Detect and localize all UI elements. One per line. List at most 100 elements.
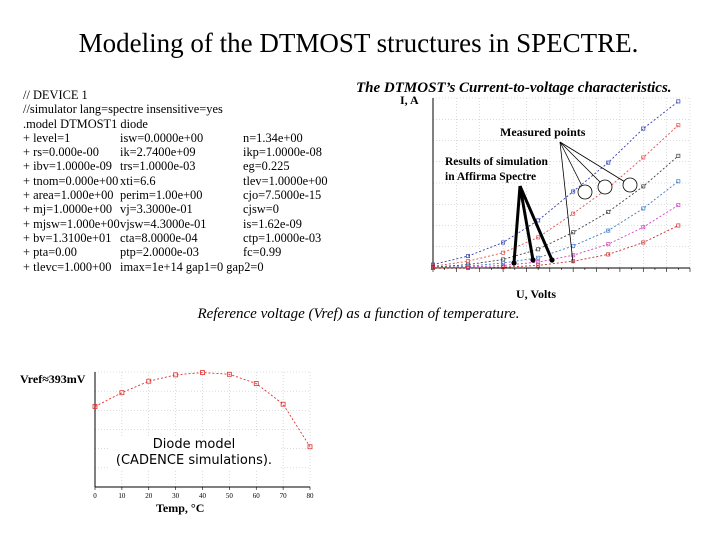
measured-pointer: [559, 141, 631, 186]
vref-data-point: [226, 371, 232, 377]
model-param: + rs=0.000e-00: [23, 145, 99, 160]
vref-x-tick-label: 30: [172, 492, 180, 500]
model-param: + level=1: [23, 130, 71, 145]
iv-data-point: [641, 126, 646, 131]
model-param: ctp=1.0000e-03: [243, 230, 322, 245]
iv-data-point: [536, 263, 541, 268]
iv-plot-area: [431, 97, 691, 272]
iv-data-point: [571, 253, 576, 258]
model-param: + area=1.000e+00: [23, 188, 114, 203]
iv-series-line: [433, 225, 679, 269]
iv-ylabel: I, A: [400, 93, 419, 107]
iv-data-point: [641, 155, 646, 160]
iv-data-point: [641, 184, 646, 189]
model-param: cjsw=0: [243, 202, 279, 217]
iv-series-line: [432, 155, 679, 268]
simulation-pointer-tip: [511, 260, 517, 266]
iv-data-point: [641, 225, 646, 230]
model-param: cjo=7.5000e-15: [243, 188, 322, 203]
iv-data-point: [571, 211, 576, 216]
vref-x-tick-label: 80: [307, 492, 315, 500]
model-param: isw=0.0000e+00: [120, 130, 204, 145]
measured-pointer: [559, 141, 606, 188]
vref-x-tick-label: 0: [93, 492, 97, 500]
iv-data-point: [501, 240, 506, 245]
model-param: trs=1.0000e-03: [120, 159, 196, 174]
simulation-pointer-tip: [549, 257, 555, 263]
iv-series-line: [432, 101, 679, 266]
model-param: ik=2.7400e+09: [120, 145, 196, 160]
measured-pointer: [559, 141, 574, 264]
measured-points-label: Measured points: [500, 125, 586, 139]
model-param: // DEVICE 1: [23, 88, 88, 102]
model-param: tlev=1.0000e+00: [243, 173, 328, 188]
iv-data-point: [606, 242, 611, 247]
model-param: + tnom=0.000e+00: [23, 173, 119, 188]
iv-data-point: [676, 223, 681, 228]
vref-x-tick-label: 20: [145, 492, 153, 500]
iv-data-point: [536, 218, 541, 223]
vref-data-point: [92, 404, 98, 409]
slide-title: Modeling of the DTMOST structures in SPE…: [78, 28, 639, 58]
iv-data-point: [676, 153, 681, 158]
simulation-pointer: [518, 185, 535, 261]
model-param: ptp=2.0000e-03: [120, 245, 199, 260]
vref-x-tick-label: 50: [226, 492, 234, 500]
iv-data-point: [606, 209, 611, 214]
diode-model-note: Diode model (CADENCE simulations).: [108, 437, 280, 469]
vref-x-tick-label: 10: [118, 492, 126, 500]
simulation-pointer: [512, 185, 522, 264]
iv-data-point: [466, 254, 470, 259]
measured-marker-circle: [597, 179, 613, 195]
model-param: + ibv=1.0000e-09: [23, 159, 112, 174]
vref-data-point: [280, 401, 286, 407]
model-param: + pta=0.00: [23, 245, 77, 260]
measured-pointer: [559, 141, 586, 193]
iv-data-point: [501, 250, 506, 255]
model-param: xti=6.6: [120, 173, 156, 188]
model-param: cta=8.0000e-04: [120, 230, 198, 245]
simulation-pointer-tip: [530, 257, 536, 263]
vref-data-point: [253, 381, 259, 386]
vref-plot-area: 0 10 20 30 40 50 60 70 80: [92, 370, 315, 500]
model-param: eg=0.225: [243, 159, 290, 174]
iv-series-line: [432, 124, 679, 267]
iv-data-point: [501, 260, 506, 265]
model-param: .model DTMOST1 diode: [23, 116, 148, 131]
vref-data-point: [119, 390, 125, 396]
iv-series-line: [432, 204, 679, 269]
iv-data-point: [676, 123, 681, 128]
iv-data-point: [676, 203, 681, 208]
model-param: + mjsw=1.000e+00: [23, 216, 120, 231]
diode-note-line2: (CADENCE simulations).: [115, 453, 273, 468]
iv-data-point: [536, 247, 541, 252]
model-param: ikp=1.0000e-08: [243, 145, 322, 160]
iv-data-point: [606, 252, 611, 257]
vref-x-tick-label: 70: [280, 492, 288, 500]
iv-series-line: [432, 180, 679, 269]
iv-data-point: [571, 243, 576, 248]
iv-pointers: [511, 141, 638, 266]
iv-data-point: [536, 235, 541, 240]
model-param: is=1.62e-09: [243, 216, 302, 231]
iv-data-point: [571, 230, 576, 235]
model-param: n=1.34e+00: [243, 130, 303, 145]
vref-chart: 0 10 20 30 40 50 60 70 80 Vref≈393mV Temp, °C: [20, 370, 315, 515]
model-param: //simulator lang=spectre insensitive=yes: [23, 102, 223, 117]
vref-data-point: [173, 372, 179, 378]
iv-data-point: [466, 266, 470, 270]
iv-data-point: [676, 179, 681, 184]
vref-xlabel: Temp, °C: [156, 501, 204, 515]
model-param: fc=0.99: [243, 245, 282, 260]
iv-data-point: [641, 240, 646, 245]
diode-note-line1: Diode model: [152, 437, 236, 452]
iv-data-point: [641, 206, 646, 211]
vref-data-point: [307, 444, 313, 450]
vref-chart-title: Reference voltage (Vref) as a function o…: [197, 306, 520, 322]
model-param: + bv=1.3100e+01: [23, 230, 112, 245]
iv-data-point: [676, 99, 681, 104]
simulation-label-line2: in Affirma Spectre: [445, 171, 536, 183]
model-param: perim=1.00e+00: [120, 188, 203, 203]
vref-x-tick-label: 40: [199, 492, 207, 500]
vref-data-point: [200, 370, 205, 375]
